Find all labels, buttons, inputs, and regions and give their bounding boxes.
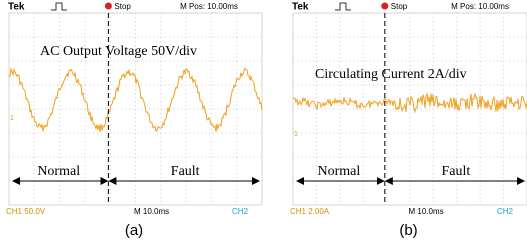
normal-label: Normal (318, 164, 361, 179)
scope-panel: Tek Stop M Pos: 10.00ms 1 Circulating Curren… (290, 2, 527, 239)
timebase: M 10.0ms (134, 207, 169, 216)
stop-dot (381, 3, 388, 10)
position: M Pos: 10.00ms (451, 2, 509, 11)
scope-panel: Tek Stop M Pos: 10.00ms 1 AC Output Voltage … (6, 2, 262, 239)
stop-dot (105, 3, 112, 10)
brand: Tek (8, 2, 25, 13)
caption: (a) (125, 222, 143, 239)
run-state: Stop (114, 2, 131, 11)
figure: Tek Stop M Pos: 10.00ms 1 AC Output Voltage … (0, 0, 527, 241)
channel-marker: 1 (294, 131, 298, 138)
fault-label: Fault (171, 164, 200, 179)
ch2-scale: CH2 (497, 207, 514, 216)
position: M Pos: 10.00ms (180, 2, 238, 11)
signal-label: AC Output Voltage 50V/div (40, 44, 197, 59)
run-state: Stop (391, 2, 408, 11)
caption: (b) (399, 222, 417, 239)
channel-marker: 1 (10, 115, 14, 122)
trigger-icon (335, 3, 351, 10)
ch2-scale: CH2 (232, 207, 249, 216)
normal-label: Normal (37, 164, 80, 179)
trigger-icon (51, 3, 67, 10)
ch1-scale: CH1 2.00A (290, 207, 330, 216)
timebase: M 10.0ms (409, 207, 444, 216)
signal-label: Circulating Current 2A/div (315, 67, 467, 82)
brand: Tek (292, 2, 309, 13)
ch1-scale: CH1 50.0V (6, 207, 46, 216)
fault-label: Fault (442, 164, 471, 179)
